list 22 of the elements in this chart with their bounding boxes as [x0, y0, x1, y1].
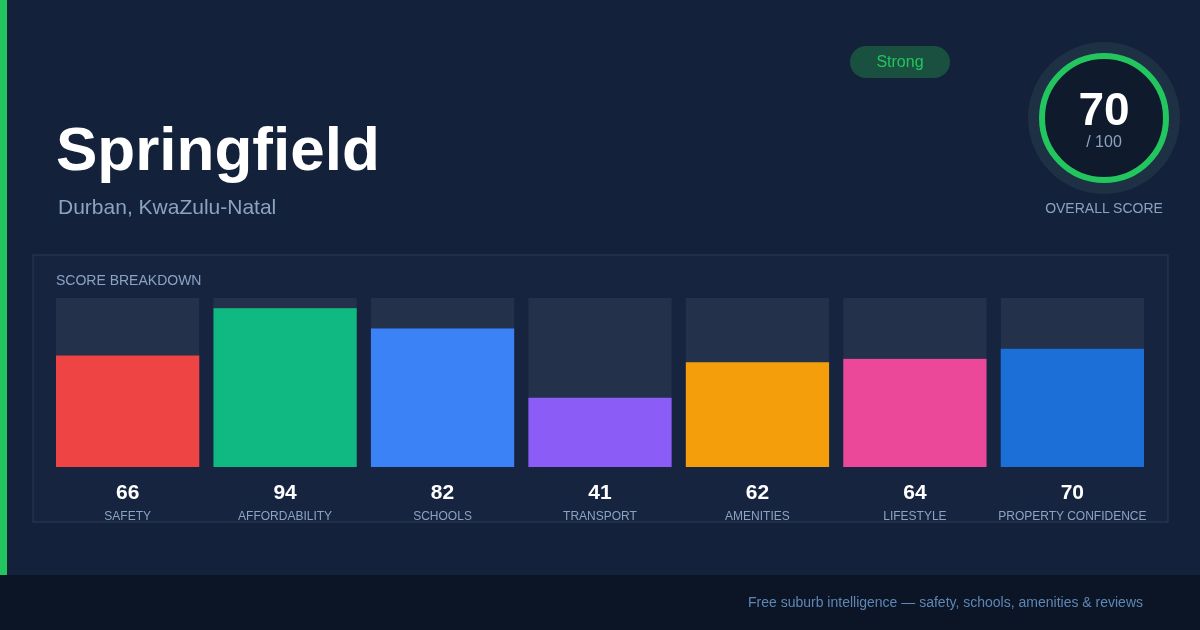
text: / 100 [1086, 133, 1122, 150]
data-label: 41 [588, 480, 612, 503]
chart-subtitle: Durban, KwaZulu-Natal [58, 195, 277, 218]
x-tick-label: TRANSPORT [563, 509, 638, 523]
x-tick-label: SAFETY [104, 509, 151, 523]
data-label: 82 [430, 480, 455, 503]
data-label: 64 [903, 480, 927, 503]
data-label: 70 [1060, 480, 1085, 503]
text: SCORE BREAKDOWN [56, 272, 202, 288]
text: OVERALL SCORE [1045, 200, 1163, 216]
text: Strong [876, 53, 924, 70]
chart-title: Springfield [56, 114, 380, 183]
data-label: 62 [745, 480, 770, 503]
x-tick-label: AFFORDABILITY [238, 509, 333, 523]
text: Free suburb intelligence — safety, schools, amenities & reviews [747, 594, 1143, 610]
x-tick-label: SCHOOLS [413, 509, 472, 523]
data-label: 94 [273, 480, 298, 503]
x-tick-label: AMENITIES [725, 509, 790, 523]
data-label: 66 [115, 480, 140, 503]
x-tick-label: LIFESTYLE [883, 509, 947, 523]
x-tick-label: PROPERTY CONFIDENCE [998, 509, 1147, 523]
text: 70 [1078, 83, 1130, 135]
